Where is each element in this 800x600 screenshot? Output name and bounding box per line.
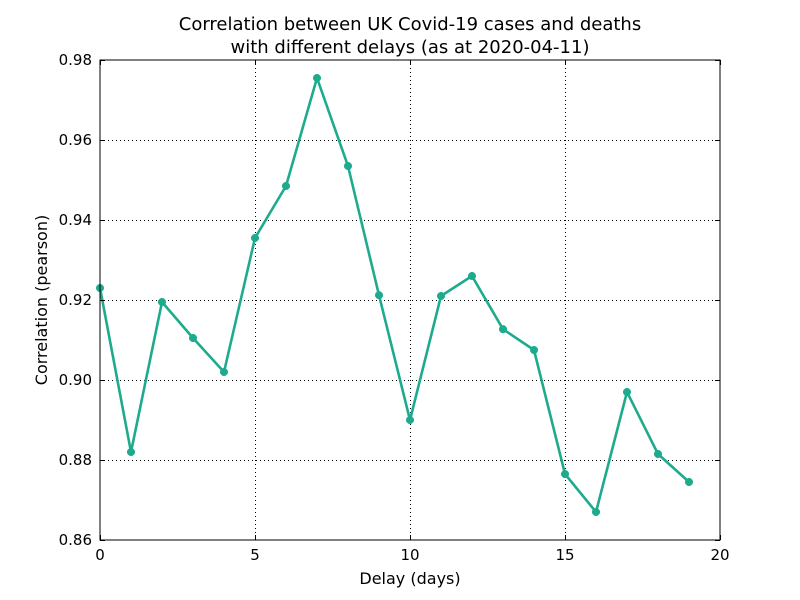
chart-title-line-2: with different delays (as at 2020-04-11) <box>231 37 590 58</box>
data-point <box>219 367 229 377</box>
y-tick-label: 0.88 <box>59 451 92 469</box>
x-tick-label: 15 <box>555 546 574 564</box>
y-tick-label: 0.98 <box>59 51 92 69</box>
x-tick-label: 10 <box>400 546 419 564</box>
y-tick-label: 0.90 <box>59 371 92 389</box>
series-line <box>98 76 691 514</box>
x-axis-label: Delay (days) <box>359 569 460 588</box>
y-tick-label: 0.94 <box>59 211 92 229</box>
axis-tick-labels: 0 5 10 15 20 0.86 0.88 0.90 0.92 0.94 0.96 0.98 <box>59 51 730 564</box>
x-tick-label: 20 <box>710 546 729 564</box>
data-point <box>684 477 694 487</box>
data-point <box>157 297 167 307</box>
chart-title-line-1: Correlation between UK Covid-19 cases an… <box>179 14 641 35</box>
y-tick-label: 0.92 <box>59 291 92 309</box>
data-point <box>622 387 632 397</box>
data-point <box>653 449 663 459</box>
gridlines <box>100 60 720 540</box>
data-point <box>250 233 260 243</box>
data-point <box>343 161 353 171</box>
data-point <box>436 291 446 301</box>
y-axis-label: Correlation (pearson) <box>32 215 51 385</box>
x-tick-label: 5 <box>250 546 260 564</box>
data-point <box>467 271 477 281</box>
data-point <box>281 181 291 191</box>
data-point <box>312 73 322 83</box>
data-point <box>188 333 198 343</box>
data-point <box>591 507 601 517</box>
data-point <box>374 291 384 300</box>
data-point <box>405 415 415 425</box>
y-tick-label: 0.96 <box>59 131 92 149</box>
data-point <box>529 345 539 355</box>
data-point <box>126 447 136 457</box>
series-layer <box>95 73 694 517</box>
y-tick-label: 0.86 <box>59 531 92 549</box>
data-point <box>560 469 570 479</box>
x-tick-label: 0 <box>95 546 105 564</box>
axis-ticks <box>100 60 721 541</box>
data-point <box>498 325 508 334</box>
